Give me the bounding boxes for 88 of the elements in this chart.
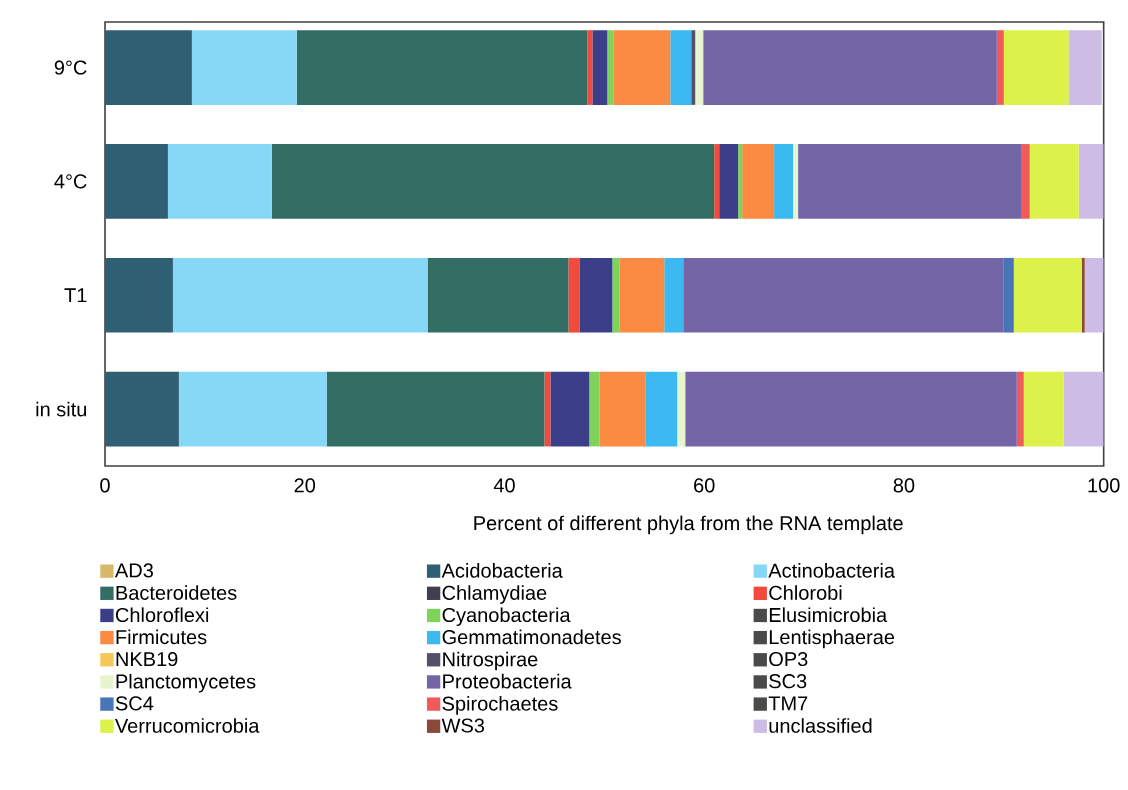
legend-label: Gemmatimonadetes xyxy=(442,629,621,645)
bar xyxy=(612,257,620,333)
bar xyxy=(1003,257,1014,333)
legend-label: Chloroflexi xyxy=(115,607,209,623)
y-tick-label: in situ xyxy=(36,401,87,417)
bar xyxy=(167,144,272,219)
bar xyxy=(685,371,1017,447)
bar xyxy=(1013,257,1082,333)
legend-label: Elusimicrobia xyxy=(769,607,888,623)
legend-label: Proteobacteria xyxy=(443,673,572,689)
bar xyxy=(326,371,545,447)
legend-label: Cyanobacteria xyxy=(442,607,571,627)
bar xyxy=(105,30,192,105)
bar xyxy=(664,257,684,333)
bar xyxy=(695,30,704,105)
legend-label: unclassified xyxy=(769,718,872,733)
legend-label: Chlorobi xyxy=(769,585,842,600)
legend-label: NKB19 xyxy=(116,651,178,667)
bar xyxy=(105,371,179,447)
bar xyxy=(703,30,997,105)
x-tick-label: 80 xyxy=(893,478,915,493)
bar xyxy=(1084,257,1104,333)
x-tick-label: 60 xyxy=(694,478,715,493)
bar xyxy=(607,30,614,105)
x-tick-label: 40 xyxy=(493,478,515,493)
bar xyxy=(1029,144,1079,219)
bar xyxy=(568,257,580,333)
legend-label: Chlamydiae xyxy=(442,585,547,604)
bar xyxy=(592,30,608,105)
bar xyxy=(172,257,428,333)
bar xyxy=(1063,371,1104,447)
bar xyxy=(645,371,678,447)
bar xyxy=(589,371,600,447)
y-tick-label: 4°C xyxy=(54,174,87,189)
bar xyxy=(296,30,588,105)
legend-label: SC4 xyxy=(115,696,154,711)
bar xyxy=(1078,144,1104,219)
legend-label: TM7 xyxy=(768,696,808,711)
legend-label: Acidobacteria xyxy=(441,563,563,578)
legend-label: Planctomycetes xyxy=(116,673,256,693)
bar xyxy=(587,30,593,105)
bar xyxy=(683,257,1004,333)
bar xyxy=(738,144,743,219)
bar xyxy=(996,30,1004,105)
legend-label: Spirochaetes xyxy=(442,696,558,715)
bar xyxy=(105,257,173,333)
legend-label: Bacteroidetes xyxy=(116,585,237,600)
x-tick-label: 20 xyxy=(294,478,316,493)
legend-label: SC3 xyxy=(769,674,807,689)
bar xyxy=(670,30,692,105)
legend-label: WS3 xyxy=(441,718,485,733)
bar xyxy=(1068,30,1102,105)
legend-label: Nitrospirae xyxy=(443,651,538,671)
x-tick-label: 0 xyxy=(100,478,110,493)
x-tick-label: 100 xyxy=(1088,478,1120,493)
bar xyxy=(719,144,739,219)
legend-label: Verrucomicrobia xyxy=(115,718,260,733)
bar xyxy=(714,144,720,219)
bar xyxy=(742,144,775,219)
bar xyxy=(544,371,551,447)
y-tick-label: 9°C xyxy=(54,60,87,75)
bar xyxy=(178,371,327,447)
bar xyxy=(427,257,569,333)
bar xyxy=(691,30,696,105)
x-axis-title: Percent of different phyla from the RNA template xyxy=(474,515,903,535)
bar xyxy=(191,30,297,105)
bar xyxy=(579,257,613,333)
legend-label: Actinobacteria xyxy=(768,563,895,578)
legend-label: Firmicutes xyxy=(116,629,207,645)
bar xyxy=(599,371,646,447)
bar xyxy=(774,144,794,219)
bar xyxy=(793,144,799,219)
bar xyxy=(1081,257,1085,333)
bar xyxy=(1021,144,1030,219)
bar xyxy=(613,30,671,105)
legend-label: AD3 xyxy=(114,563,153,578)
legend-label: Lentisphaerae xyxy=(769,629,895,649)
bar xyxy=(1016,371,1024,447)
bar xyxy=(1023,371,1064,447)
bar xyxy=(677,371,686,447)
bar xyxy=(619,257,665,333)
bar xyxy=(550,371,590,447)
y-tick-label: T1 xyxy=(64,288,87,303)
bar xyxy=(105,144,168,219)
bar xyxy=(1003,30,1069,105)
bar xyxy=(798,144,1022,219)
legend-label: OP3 xyxy=(769,651,808,667)
bar xyxy=(271,144,715,219)
